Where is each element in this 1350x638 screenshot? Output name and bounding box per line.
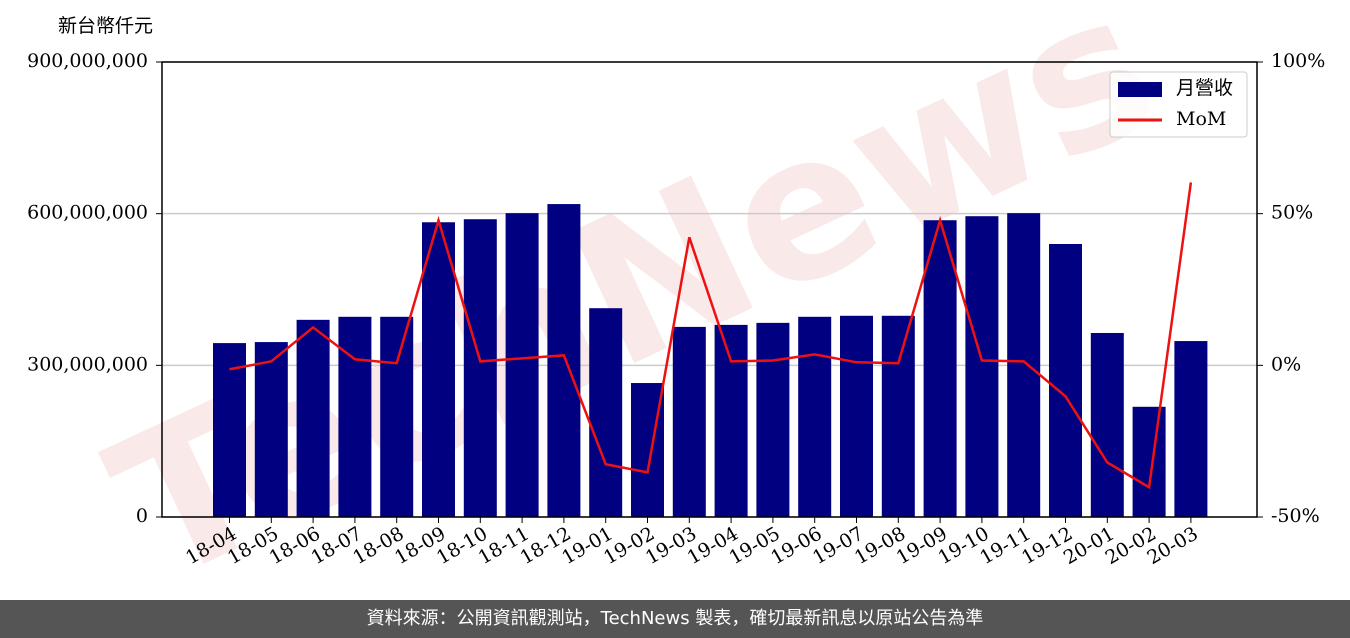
footer: 資料來源：公開資訊觀測站，TechNews 製表，確切最新訊息以原站公告為準 xyxy=(0,600,1350,638)
y-tick-label: 900,000,000 xyxy=(27,50,148,72)
bar xyxy=(254,342,288,517)
bar xyxy=(589,308,623,517)
y-axis-unit: 新台幣仟元 xyxy=(58,15,153,37)
bar xyxy=(422,222,455,517)
y-tick-label: 0 xyxy=(136,505,148,527)
bar xyxy=(923,220,957,517)
y2-tick-label: 100% xyxy=(1271,50,1325,72)
bar xyxy=(714,324,748,517)
legend-label: 月營收 xyxy=(1176,77,1233,99)
bar xyxy=(380,316,414,517)
bar xyxy=(296,319,330,517)
bar xyxy=(798,316,832,517)
bar xyxy=(965,216,999,517)
y2-tick-label: 50% xyxy=(1271,202,1313,224)
bar xyxy=(505,213,539,517)
plot-frame xyxy=(161,61,1258,518)
bar xyxy=(547,204,581,518)
legend-swatch xyxy=(1118,82,1162,97)
bar xyxy=(881,315,915,517)
bar xyxy=(756,322,790,517)
bar xyxy=(463,219,497,517)
chart: TechNews 新台幣仟元 0300,000,000600,000,00090… xyxy=(27,0,1325,600)
bar xyxy=(840,315,873,517)
y2-tick-label: -50% xyxy=(1271,505,1320,527)
bar xyxy=(213,343,246,517)
line xyxy=(229,182,1193,490)
bar xyxy=(672,326,706,517)
bar xyxy=(1090,332,1124,517)
bar xyxy=(338,316,372,517)
y2-tick-label: 0% xyxy=(1271,353,1301,375)
legend-label: MoM xyxy=(1176,108,1226,130)
bar xyxy=(1132,406,1166,517)
bar xyxy=(1007,213,1041,517)
bar xyxy=(1049,244,1082,517)
y-tick-label: 600,000,000 xyxy=(27,202,148,224)
bar xyxy=(1174,341,1208,517)
y-tick-label: 300,000,000 xyxy=(27,353,148,375)
